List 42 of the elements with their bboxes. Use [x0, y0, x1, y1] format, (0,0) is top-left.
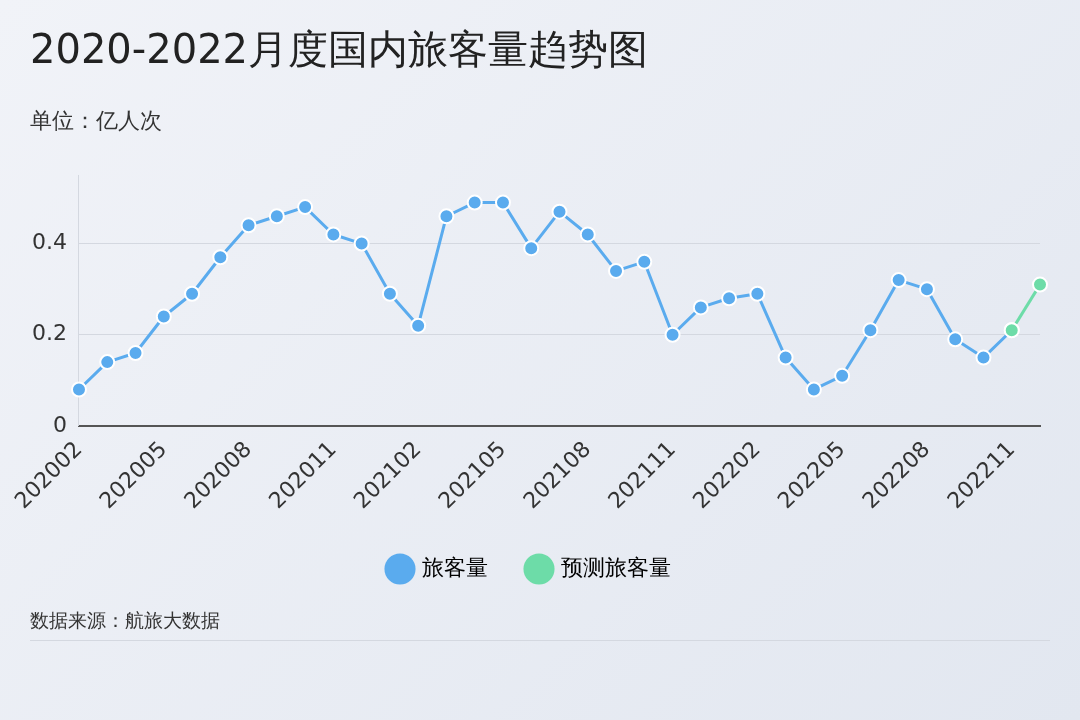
- point: [410, 317, 427, 334]
- point: [975, 349, 992, 366]
- point: [212, 249, 229, 266]
- point: [664, 326, 681, 343]
- point: [749, 285, 766, 302]
- point: [579, 226, 596, 243]
- point: [438, 208, 455, 225]
- point: [551, 203, 568, 220]
- point: [494, 194, 511, 211]
- legend-label: 旅客量: [422, 554, 488, 580]
- point: [1032, 276, 1048, 293]
- point: [777, 349, 794, 366]
- point: [325, 226, 342, 243]
- point: [721, 290, 738, 307]
- point: [99, 354, 116, 371]
- point: [523, 240, 540, 257]
- point: [127, 345, 144, 361]
- chart-title: 2020-2022月度国内旅客量趋势图: [30, 25, 649, 74]
- point: [240, 217, 257, 234]
- point: [890, 272, 907, 289]
- point: [466, 194, 483, 211]
- point: [70, 381, 87, 398]
- legend-label: 预测旅客量: [561, 554, 671, 580]
- point: [268, 208, 285, 225]
- point: [353, 235, 370, 252]
- source-note: 数据来源：航旅大数据: [30, 608, 220, 633]
- point: [805, 381, 822, 398]
- point: [834, 367, 851, 384]
- point: [692, 299, 709, 316]
- point: [918, 281, 935, 298]
- point: [184, 285, 201, 302]
- point: [947, 331, 964, 348]
- point: [297, 199, 314, 216]
- point: [608, 262, 625, 279]
- point: [381, 285, 398, 302]
- y-tick-label: 0.2: [31, 320, 67, 346]
- chart-subtitle: 单位：亿人次: [30, 107, 162, 135]
- point: [155, 308, 172, 325]
- y-tick-label: 0: [52, 411, 67, 437]
- y-tick-label: 0.4: [31, 229, 67, 255]
- point: [862, 322, 879, 339]
- point: [636, 253, 653, 270]
